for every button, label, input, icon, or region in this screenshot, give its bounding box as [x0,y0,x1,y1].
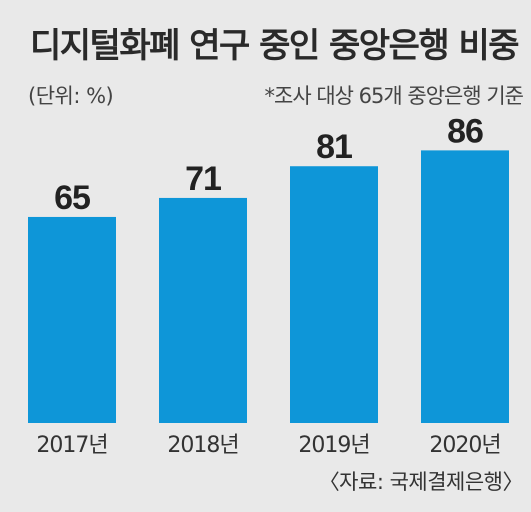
chart-title: 디지털화폐 연구 중인 중앙은행 비중 [30,26,520,66]
value-label: 65 [54,179,90,217]
x-tick-label: 2019년 [298,433,369,458]
bar-2017년 [28,216,116,423]
value-label: 81 [316,128,352,166]
x-tick-label: 2020년 [429,433,500,458]
bar-2018년 [159,197,247,423]
value-label: 86 [447,112,483,150]
bar-2020년 [421,150,509,423]
x-tick-label: 2018년 [167,433,238,458]
source-label: 〈자료: 국제결제은행〉 [318,470,524,494]
value-label: 71 [185,160,221,198]
survey-note: *조사 대상 65개 중앙은행 기준 [264,84,524,108]
x-tick-label: 2017년 [36,433,107,458]
bar-2019년 [290,166,378,424]
unit-label: (단위: %) [28,84,114,108]
